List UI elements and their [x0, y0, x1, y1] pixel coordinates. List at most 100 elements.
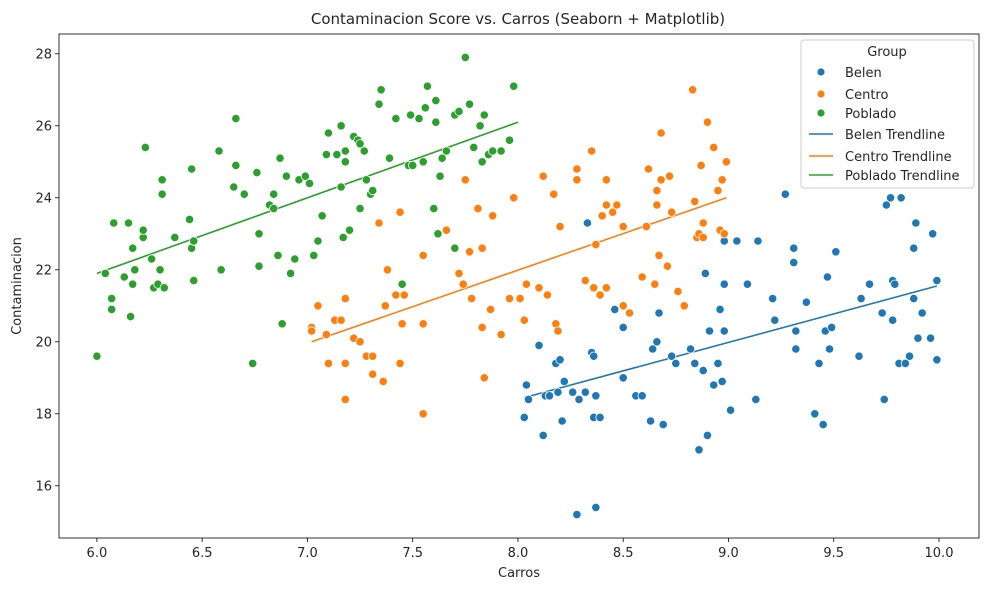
data-point-poblado [408, 160, 418, 170]
data-point-centro [637, 272, 647, 282]
data-point-centro [652, 186, 662, 196]
data-point-centro [656, 128, 666, 138]
data-point-centro [702, 117, 713, 127]
data-point-poblado [269, 204, 279, 214]
data-point-belen [667, 351, 677, 361]
data-point-poblado [435, 171, 445, 181]
data-point-poblado [138, 225, 148, 235]
data-point-belen [574, 394, 584, 404]
legend-label-belen-trendline: Belen Trendline [845, 128, 945, 143]
data-point-poblado [454, 106, 464, 117]
data-point-poblado [431, 117, 441, 127]
data-point-centro [397, 319, 407, 329]
data-point-belen [534, 340, 544, 350]
data-point-belen [881, 200, 891, 210]
data-point-belen [780, 189, 790, 199]
y-tick-label: 22 [35, 263, 52, 278]
data-point-centro [477, 322, 487, 332]
data-point-belen [719, 326, 729, 336]
data-point-poblado [374, 99, 384, 109]
data-point-centro [572, 164, 582, 174]
data-point-poblado [323, 128, 334, 138]
data-point-poblado [397, 279, 407, 289]
plot-frame [58, 33, 980, 539]
data-point-centro [395, 358, 405, 368]
data-point-belen [827, 322, 837, 332]
data-point-poblado [155, 265, 165, 275]
data-point-belen [637, 391, 647, 401]
data-point-belen [538, 430, 548, 440]
data-point-belen [932, 355, 942, 365]
data-point-belen [831, 247, 841, 257]
data-point-belen [685, 344, 696, 354]
data-point-poblado [147, 254, 157, 264]
data-point-poblado [496, 146, 506, 156]
data-point-belen [822, 272, 833, 282]
data-point-poblado [300, 171, 310, 181]
data-point-belen [909, 243, 919, 253]
data-point-poblado [479, 110, 489, 120]
data-point-poblado [344, 225, 355, 235]
data-point-belen [801, 297, 811, 307]
data-point-belen [658, 419, 668, 430]
data-point-poblado [128, 279, 138, 289]
legend-marker-belen [816, 67, 826, 77]
y-tick-label: 28 [35, 47, 52, 62]
data-point-belen [917, 308, 927, 318]
data-point-belen [589, 351, 599, 361]
data-point-centro [698, 218, 708, 228]
data-point-centro [380, 301, 390, 311]
data-point-centro [696, 160, 706, 170]
data-point-centro [418, 250, 428, 260]
data-point-centro [336, 315, 346, 325]
data-point-centro [652, 200, 662, 210]
data-point-poblado [254, 229, 264, 239]
data-point-belen [702, 430, 713, 440]
data-point-centro [572, 175, 582, 185]
data-point-belen [717, 376, 727, 386]
data-point-belen [932, 275, 942, 286]
data-point-poblado [92, 351, 102, 361]
data-point-poblado [437, 153, 447, 163]
data-point-belen [753, 236, 763, 246]
data-point-centro [662, 261, 673, 271]
legend-marker-centro [816, 89, 826, 99]
data-point-belen [595, 412, 605, 422]
data-point-poblado [433, 229, 443, 239]
data-point-belen [568, 387, 578, 397]
data-point-poblado [368, 186, 378, 196]
data-point-centro [323, 358, 334, 368]
data-points [92, 52, 942, 520]
data-point-centro [534, 283, 544, 293]
data-point-belen [700, 268, 710, 278]
y-tick-label: 16 [35, 479, 52, 494]
data-point-poblado [418, 157, 428, 167]
data-point-centro [719, 229, 729, 239]
data-point-belen [751, 394, 761, 404]
data-point-belen [890, 279, 900, 289]
data-point-poblado [355, 204, 365, 214]
data-point-poblado [273, 250, 283, 260]
data-point-poblado [216, 265, 226, 275]
data-point-poblado [304, 178, 315, 188]
data-point-centro [477, 243, 487, 253]
legend: Group Belen Centro Poblado Belen Trendli… [800, 39, 975, 189]
data-point-poblado [332, 150, 342, 160]
data-point-belen [818, 419, 828, 430]
data-point-poblado [119, 272, 129, 282]
data-point-poblado [488, 146, 498, 156]
data-point-centro [441, 225, 451, 235]
data-point-centro [458, 279, 468, 289]
data-point-belen [582, 218, 593, 228]
data-point-belen [770, 315, 780, 325]
data-point-belen [618, 322, 628, 332]
data-point-belen [555, 355, 565, 365]
data-point-poblado [281, 171, 291, 181]
legend-box [800, 39, 975, 189]
legend-label-centro-trendline: Centro Trendline [845, 150, 952, 165]
data-point-centro [355, 337, 365, 347]
data-point-belen [553, 387, 563, 397]
data-point-belen [911, 218, 921, 228]
data-point-poblado [321, 150, 331, 160]
data-point-centro [643, 164, 654, 174]
